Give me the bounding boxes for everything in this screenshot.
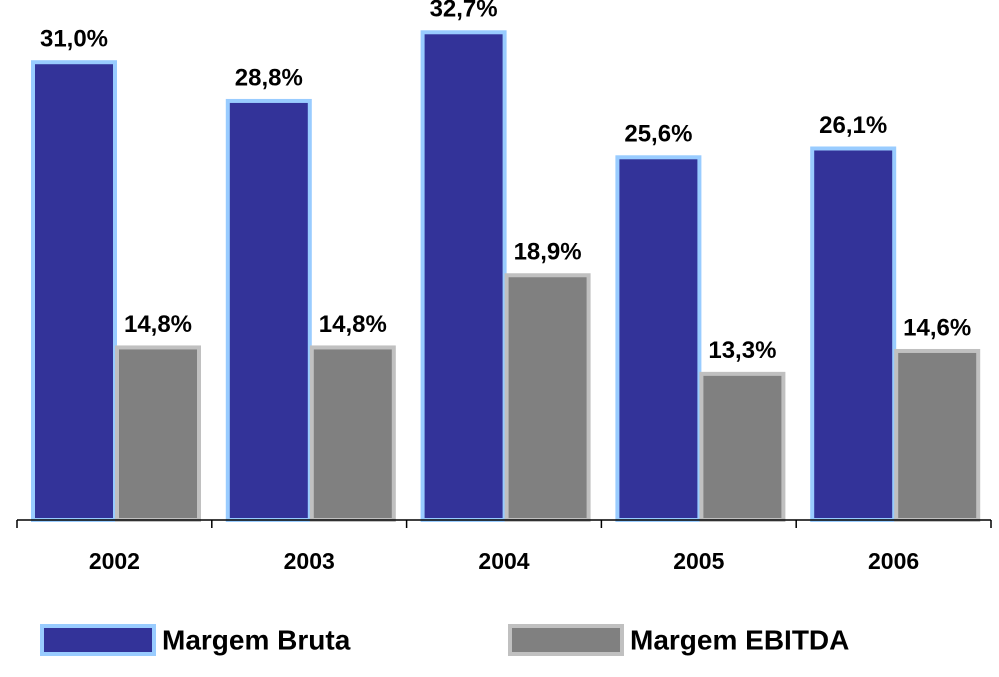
bar xyxy=(31,60,117,522)
x-tick-label: 2004 xyxy=(478,548,529,574)
value-label: 13,3% xyxy=(708,337,776,364)
x-tick-label: 2002 xyxy=(89,548,140,574)
bar xyxy=(225,98,312,522)
value-label: 14,6% xyxy=(903,314,971,341)
legend-label: Margem EBITDA xyxy=(630,624,849,655)
x-tick-label: 2005 xyxy=(673,548,724,574)
value-label: 25,6% xyxy=(624,121,692,148)
legend-swatch xyxy=(508,624,624,656)
bar xyxy=(894,348,981,522)
bar xyxy=(615,155,702,523)
x-tick-label: 2003 xyxy=(284,548,335,574)
bar xyxy=(810,146,897,522)
value-label: 26,1% xyxy=(819,112,887,139)
bar xyxy=(699,371,786,522)
bar xyxy=(420,30,507,523)
value-label: 18,9% xyxy=(514,239,582,266)
bar xyxy=(115,345,201,523)
value-label: 14,8% xyxy=(319,311,387,338)
bar xyxy=(504,273,591,522)
bar xyxy=(309,345,396,523)
value-label: 28,8% xyxy=(235,64,303,91)
value-label: 14,8% xyxy=(124,311,192,338)
legend-swatch xyxy=(40,624,156,656)
value-label: 31,0% xyxy=(40,26,108,53)
x-tick-label: 2006 xyxy=(868,548,919,574)
legend-label: Margem Bruta xyxy=(162,624,351,655)
value-label: 32,7% xyxy=(430,0,498,23)
